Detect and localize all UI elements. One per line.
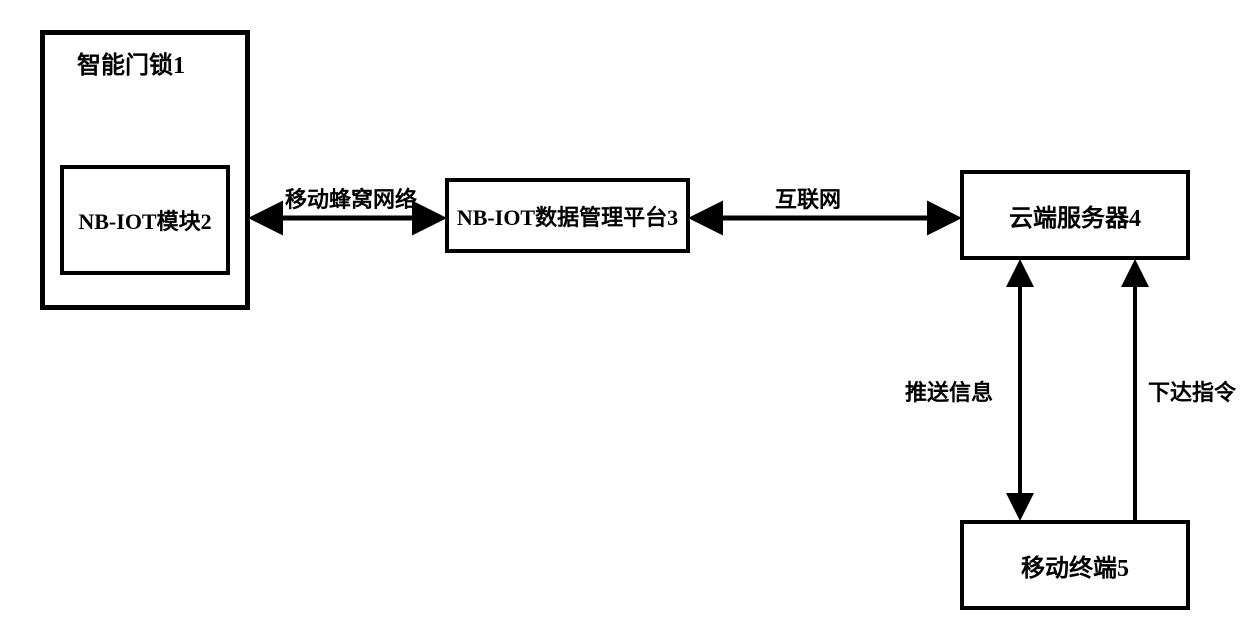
node-cloud-server: 云端服务器4: [960, 170, 1190, 260]
edge-label-command: 下达指令: [1148, 375, 1236, 407]
diagram-canvas: 智能门锁1 NB-IOT模块2 NB-IOT数据管理平台3 云端服务器4 移动终…: [0, 0, 1240, 627]
node-nb-iot-module-label: NB-IOT模块2: [78, 204, 211, 236]
node-nb-iot-platform: NB-IOT数据管理平台3: [445, 178, 690, 253]
node-cloud-server-label: 云端服务器4: [1009, 198, 1141, 233]
node-nb-iot-module: NB-IOT模块2: [60, 165, 230, 275]
node-smart-lock-label: 智能门锁1: [77, 45, 185, 80]
node-mobile-terminal-label: 移动终端5: [1021, 548, 1129, 583]
node-mobile-terminal: 移动终端5: [960, 520, 1190, 610]
edge-label-push: 推送信息: [905, 375, 993, 407]
node-nb-iot-platform-label: NB-IOT数据管理平台3: [457, 200, 678, 232]
edge-label-internet: 互联网: [775, 182, 841, 214]
edge-label-cellular: 移动蜂窝网络: [285, 182, 417, 214]
